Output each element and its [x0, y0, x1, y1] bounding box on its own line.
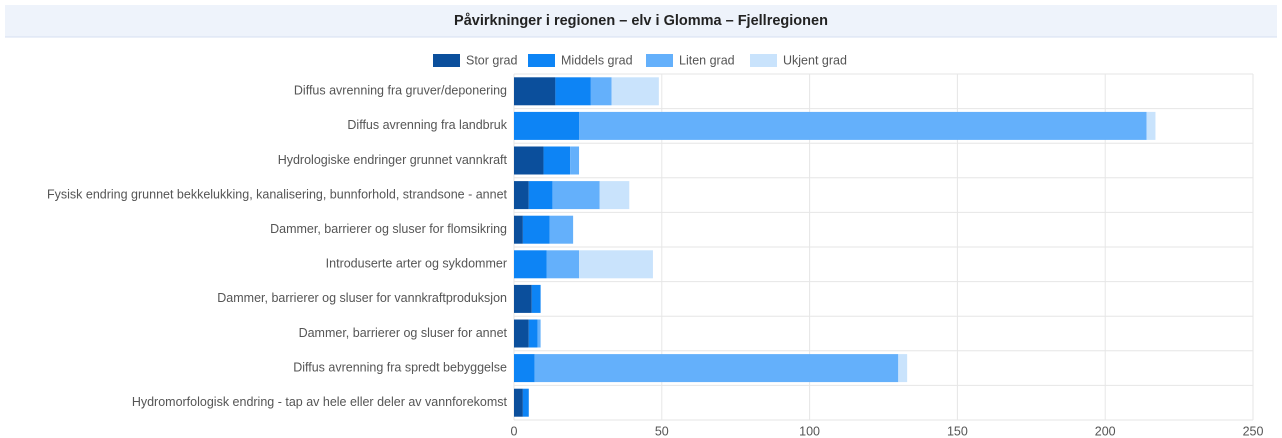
bar-segment — [534, 354, 899, 383]
bar-segment — [555, 77, 591, 106]
y-tick-label: Diffus avrenning fra spredt bebyggelse — [293, 360, 507, 374]
bar-segment — [522, 388, 529, 417]
x-tick-label: 0 — [511, 424, 518, 438]
bar-segment — [514, 111, 580, 140]
bar-segment — [590, 77, 612, 106]
x-tick-label: 200 — [1095, 424, 1116, 438]
bar-segment — [514, 250, 547, 279]
bar-segment — [579, 250, 653, 279]
legend-label: Liten grad — [679, 53, 735, 67]
x-tick-label: 150 — [947, 424, 968, 438]
bar-segment — [531, 284, 541, 313]
bar-segment — [579, 111, 1147, 140]
bar-segment — [514, 284, 532, 313]
y-tick-label: Diffus avrenning fra gruver/deponering — [294, 84, 507, 98]
bar-segment — [514, 354, 535, 383]
bar-segment — [599, 181, 630, 210]
bar-segment — [528, 319, 538, 348]
bar-segment — [552, 181, 600, 210]
legend-swatch — [646, 54, 673, 67]
legend-swatch — [528, 54, 555, 67]
y-tick-label: Hydromorfologisk endring - tap av hele e… — [132, 395, 508, 409]
legend-label: Middels grad — [561, 53, 633, 67]
y-tick-label: Fysisk endring grunnet bekkelukking, kan… — [47, 187, 508, 201]
bar-segment — [514, 319, 529, 348]
legend-label: Stor grad — [466, 53, 517, 67]
x-tick-label: 100 — [799, 424, 820, 438]
y-tick-label: Hydrologiske endringer grunnet vannkraft — [278, 153, 508, 167]
x-tick-label: 250 — [1243, 424, 1264, 438]
bar-segment — [537, 319, 541, 348]
bar-segment — [528, 181, 553, 210]
y-tick-label: Diffus avrenning fra landbruk — [347, 118, 507, 132]
bar-segment — [514, 77, 556, 106]
bar-segment — [514, 146, 544, 175]
y-tick-label: Dammer, barrierer og sluser for flomsikr… — [270, 222, 507, 236]
bar-segment — [1146, 111, 1156, 140]
bar-segment — [611, 77, 659, 106]
bar-segment — [549, 215, 574, 244]
y-tick-label: Dammer, barrierer og sluser for annet — [299, 326, 508, 340]
y-tick-label: Introduserte arter og sykdommer — [326, 257, 507, 271]
legend-label: Ukjent grad — [783, 53, 847, 67]
legend-swatch — [433, 54, 460, 67]
bar-segment — [514, 215, 523, 244]
bar-segment — [514, 388, 523, 417]
bar-segment — [546, 250, 580, 279]
bar-segment — [522, 215, 550, 244]
chart-title: Påvirkninger i regionen – elv i Glomma –… — [454, 13, 828, 29]
title-bar — [5, 5, 1277, 37]
bar-segment — [898, 354, 908, 383]
x-tick-label: 50 — [655, 424, 669, 438]
bar-segment — [570, 146, 580, 175]
bar-segment — [543, 146, 571, 175]
y-tick-label: Dammer, barrierer og sluser for vannkraf… — [217, 291, 507, 305]
legend-swatch — [750, 54, 777, 67]
bar-segment — [514, 181, 529, 210]
